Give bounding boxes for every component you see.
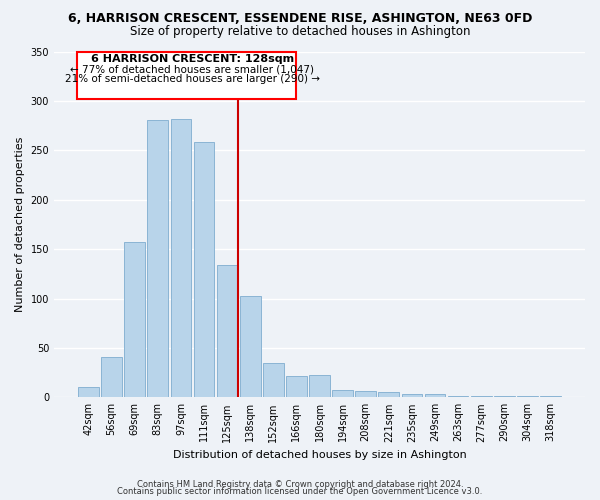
Text: Contains public sector information licensed under the Open Government Licence v3: Contains public sector information licen… [118, 488, 482, 496]
Bar [170, 118, 191, 398]
Bar [425, 394, 445, 398]
Text: 21% of semi-detached houses are larger (290) →: 21% of semi-detached houses are larger (… [65, 74, 320, 84]
Bar [263, 362, 284, 398]
Bar [379, 392, 399, 398]
Text: 6, HARRISON CRESCENT, ESSENDENE RISE, ASHINGTON, NE63 0FD: 6, HARRISON CRESCENT, ESSENDENE RISE, AS… [68, 12, 532, 26]
Bar [101, 357, 122, 398]
Bar [448, 396, 469, 398]
Bar [286, 376, 307, 398]
Bar [540, 396, 561, 398]
Bar [355, 392, 376, 398]
Bar [148, 120, 168, 398]
Text: Contains HM Land Registry data © Crown copyright and database right 2024.: Contains HM Land Registry data © Crown c… [137, 480, 463, 489]
Text: 6 HARRISON CRESCENT: 128sqm: 6 HARRISON CRESCENT: 128sqm [91, 54, 294, 64]
Text: Size of property relative to detached houses in Ashington: Size of property relative to detached ho… [130, 25, 470, 38]
Bar [124, 242, 145, 398]
Bar [332, 390, 353, 398]
X-axis label: Distribution of detached houses by size in Ashington: Distribution of detached houses by size … [173, 450, 466, 460]
Bar [494, 396, 515, 398]
Bar [78, 388, 99, 398]
FancyBboxPatch shape [77, 52, 296, 99]
Text: ← 77% of detached houses are smaller (1,047): ← 77% of detached houses are smaller (1,… [70, 64, 314, 74]
Bar [517, 396, 538, 398]
Bar [401, 394, 422, 398]
Bar [240, 296, 260, 398]
Y-axis label: Number of detached properties: Number of detached properties [15, 136, 25, 312]
Bar [194, 142, 214, 398]
Bar [309, 374, 330, 398]
Bar [471, 396, 491, 398]
Bar [217, 265, 238, 398]
